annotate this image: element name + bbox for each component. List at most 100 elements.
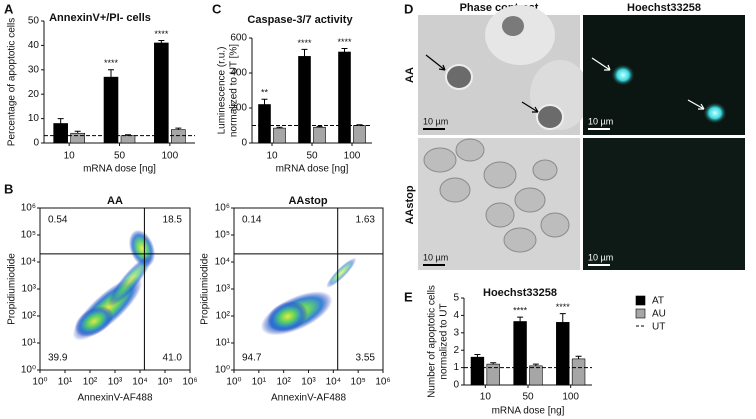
significance: ** — [261, 88, 269, 98]
x-tick-label: 50 — [114, 151, 126, 162]
microscopy-panel: D Phase contrast Hoechst33258 AA AAstop … — [404, 1, 745, 270]
error-bar — [158, 40, 165, 43]
quadrant-value: 0.14 — [242, 215, 262, 226]
y-tick-label: 20 — [28, 89, 40, 100]
bar — [470, 356, 485, 386]
error-bar — [276, 126, 283, 129]
nucleus — [703, 102, 727, 124]
bar — [338, 51, 351, 144]
y-tick-label: 600 — [230, 33, 247, 44]
y-tick-label: 30 — [28, 64, 40, 75]
fluorescence-image — [583, 138, 745, 270]
bar — [70, 132, 85, 144]
x-tick-label: 10 — [480, 392, 492, 403]
x-tick-label: 100 — [161, 151, 178, 162]
chart-title: AAstop — [288, 195, 327, 207]
x-axis-label: AnnexinV-AF488 — [271, 393, 346, 404]
scale-label: 10 µm — [423, 252, 448, 262]
x-tick-label: 10³ — [301, 377, 316, 388]
x-axis-label: mRNA dose [ng] — [492, 406, 565, 417]
x-tick-label: 10⁴ — [132, 377, 147, 388]
x-axis-label: mRNA dose [ng] — [276, 164, 349, 175]
significance: **** — [154, 29, 169, 39]
cell — [536, 104, 564, 130]
y-tick-label: 10⁶ — [21, 203, 36, 214]
x-tick-label: 100 — [562, 392, 579, 403]
x-tick-label: 10¹ — [58, 377, 73, 388]
y-tick-label: 200 — [230, 103, 247, 114]
cell-cluster — [423, 138, 570, 253]
y-tick-label: 10⁴ — [215, 257, 230, 268]
bar — [513, 321, 527, 386]
y-tick-label: 0 — [33, 138, 39, 149]
x-tick-label: 10⁰ — [32, 377, 47, 388]
quadrant-value: 39.9 — [48, 353, 68, 364]
y-tick-label: 4 — [453, 310, 459, 321]
legend-label: AU — [652, 309, 666, 320]
x-tick-label: 10 — [266, 151, 278, 162]
y-axis-label: Propidiumiodide — [200, 253, 211, 325]
y-tick-label: 10³ — [22, 284, 37, 295]
y-tick-label: 0 — [241, 138, 247, 149]
error-bar — [356, 124, 363, 126]
error-bar — [108, 69, 114, 78]
y-tick-label: 10² — [22, 311, 37, 322]
cell — [502, 16, 524, 36]
y-tick-label: 5 — [453, 293, 459, 304]
legend-swatch — [635, 295, 646, 306]
y-tick-label: 10³ — [216, 284, 231, 295]
error-bar — [57, 118, 64, 124]
error-bar — [261, 98, 268, 105]
x-tick-label: 10¹ — [252, 377, 267, 388]
scale-label: 10 µm — [423, 116, 448, 126]
legend-label: UT — [652, 322, 665, 333]
density-cloud — [267, 301, 308, 332]
legend-swatch — [635, 308, 646, 319]
bar — [120, 135, 136, 144]
nucleus — [611, 64, 635, 86]
bar — [313, 126, 326, 144]
x-tick-label: 50 — [306, 151, 318, 162]
x-axis-label: AnnexinV-AF488 — [77, 393, 152, 404]
column-header: Hoechst33258 — [627, 2, 701, 14]
y-axis-label: Number of apoptotic cells — [427, 285, 438, 398]
y-tick-label: 10² — [216, 311, 231, 322]
y-axis-label: Propidiumiodide — [7, 253, 18, 325]
density-cloud — [107, 255, 153, 307]
y-tick-label: 10⁰ — [21, 365, 36, 376]
panel-letter: D — [404, 1, 413, 16]
error-bar — [517, 316, 524, 322]
y-tick-label: 10⁶ — [215, 203, 230, 214]
y-tick-label: 10¹ — [22, 338, 37, 349]
arrow — [591, 57, 611, 71]
x-tick-label: 10² — [83, 377, 98, 388]
bar — [571, 358, 586, 386]
bar — [273, 127, 286, 144]
x-tick-label: 10⁵ — [157, 377, 172, 388]
error-bar — [559, 313, 566, 323]
significance: **** — [297, 38, 312, 48]
y-tick-label: 10¹ — [216, 338, 231, 349]
x-tick-label: 10³ — [108, 377, 123, 388]
y-tick-label: 10⁵ — [215, 230, 230, 241]
quadrant-value: 3.55 — [356, 353, 376, 364]
error-bar — [474, 354, 481, 358]
legend-label: AT — [652, 296, 664, 307]
quadrant-value: 94.7 — [242, 353, 262, 364]
y-tick-label: 40 — [28, 40, 40, 51]
x-tick-label: 10 — [64, 151, 76, 162]
arrow — [687, 99, 705, 110]
x-axis-label: mRNA dose [ng] — [83, 164, 156, 175]
chart-title: AA — [107, 195, 123, 207]
y-tick-label: 10⁴ — [21, 257, 36, 268]
row-label: AAstop — [404, 185, 416, 224]
panel-letter: A — [4, 1, 14, 16]
significance: **** — [556, 302, 571, 312]
bar — [298, 56, 311, 144]
bar — [103, 76, 119, 144]
error-bar — [490, 362, 497, 365]
y-tick-label: 2 — [453, 345, 459, 356]
scale-label: 10 µm — [588, 252, 613, 262]
x-tick-label: 10⁴ — [326, 377, 341, 388]
